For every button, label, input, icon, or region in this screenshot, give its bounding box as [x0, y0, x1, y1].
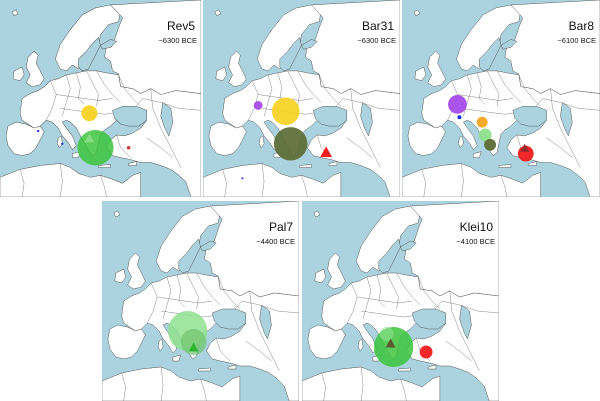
map-panel-bar8: Bar8 ~6100 BCE	[402, 0, 600, 197]
triangle-marker	[520, 143, 530, 152]
europe-map	[0, 0, 201, 197]
panel-date: ~4100 BCE	[456, 237, 495, 246]
europe-map	[302, 201, 499, 401]
circle-marker	[457, 115, 462, 120]
circle-marker	[478, 128, 492, 142]
panel-label: Pal7	[268, 220, 293, 234]
panel-date: ~4400 BCE	[256, 237, 295, 246]
circle-marker	[61, 142, 64, 145]
europe-map	[203, 0, 400, 197]
circle-marker	[484, 138, 497, 151]
map-panel-klei10: Klei10 ~4100 BCE	[302, 201, 499, 401]
circle-marker	[36, 129, 40, 133]
circle-marker	[419, 345, 433, 359]
panel-date: ~6300 BCE	[158, 36, 197, 45]
europe-map	[102, 201, 299, 401]
circle-marker	[241, 177, 244, 180]
map-panel-pal7: Pal7 ~4400 BCE	[102, 201, 299, 401]
europe-map	[402, 0, 600, 197]
circle-marker	[379, 327, 394, 341]
circle-marker	[126, 145, 131, 150]
triangle-marker	[385, 338, 396, 348]
panel-label: Bar8	[568, 19, 594, 33]
circle-marker	[273, 127, 308, 161]
panel-date: ~6300 BCE	[357, 36, 396, 45]
panel-label: Rev5	[166, 19, 195, 33]
panel-date: ~6100 BCE	[557, 36, 596, 45]
circle-marker	[180, 329, 207, 355]
circle-marker	[77, 130, 114, 166]
circle-marker	[448, 95, 467, 114]
triangle-marker	[320, 146, 333, 158]
circle-marker	[81, 105, 98, 122]
circle-marker	[476, 116, 488, 128]
map-panel-rev5: Rev5 ~6300 BCE	[0, 0, 201, 197]
triangle-marker	[84, 133, 95, 143]
panel-label: Bar31	[361, 19, 394, 33]
circle-marker	[253, 100, 263, 110]
triangle-marker	[188, 342, 199, 352]
map-panel-bar31: Bar31 ~6300 BCE	[203, 0, 400, 197]
panel-label: Klei10	[459, 220, 493, 234]
circle-marker	[271, 97, 300, 126]
